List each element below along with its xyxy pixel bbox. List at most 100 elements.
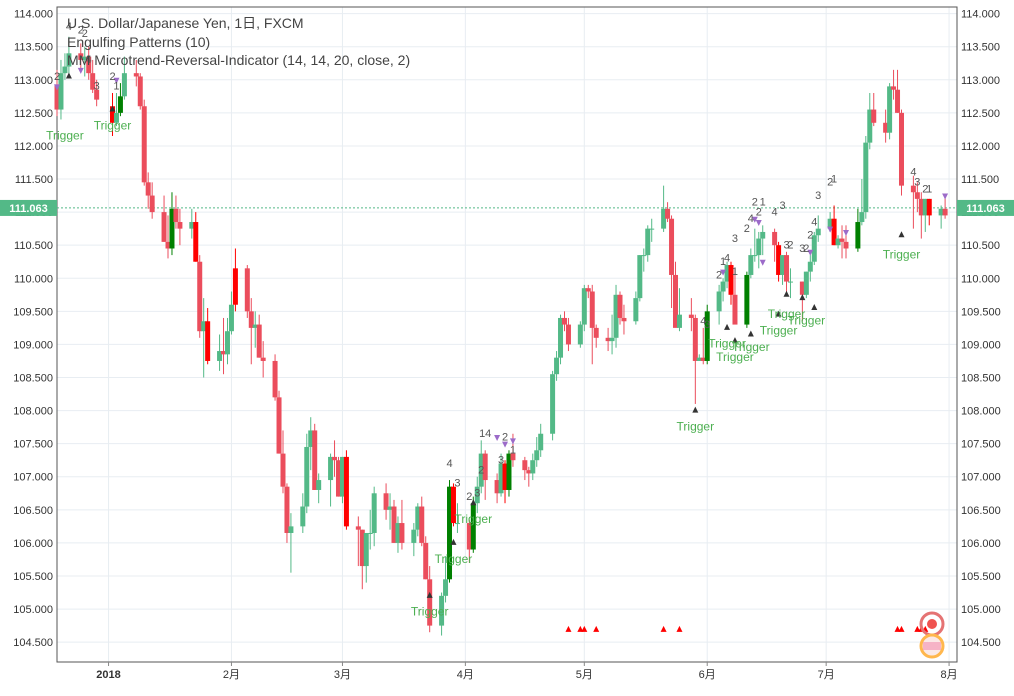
candle-body[interactable] xyxy=(149,195,155,213)
candle-body[interactable] xyxy=(121,73,127,97)
candle-body[interactable] xyxy=(613,294,619,338)
candle-body[interactable] xyxy=(78,53,84,60)
candle-body[interactable] xyxy=(173,208,179,223)
candle-body[interactable] xyxy=(328,456,334,481)
candle-body[interactable] xyxy=(391,506,397,543)
candle-body[interactable] xyxy=(807,261,813,272)
candle-body[interactable] xyxy=(343,456,349,527)
candle-body[interactable] xyxy=(641,255,647,257)
candle-body[interactable] xyxy=(728,265,734,295)
candle-body[interactable] xyxy=(839,238,845,242)
candle-body[interactable] xyxy=(803,271,809,295)
candle-body[interactable] xyxy=(221,351,227,355)
candle-body[interactable] xyxy=(224,331,230,355)
candle-body[interactable] xyxy=(645,228,651,256)
candle-body[interactable] xyxy=(772,231,778,246)
candle-body[interactable] xyxy=(704,311,710,361)
candle-body[interactable] xyxy=(272,360,278,398)
candle-body[interactable] xyxy=(910,185,916,193)
candle-body[interactable] xyxy=(883,122,889,133)
candle-body[interactable] xyxy=(58,73,64,110)
candle-body[interactable] xyxy=(339,456,345,497)
candle-body[interactable] xyxy=(288,526,294,533)
candle-body[interactable] xyxy=(284,486,290,533)
candle-body[interactable] xyxy=(474,486,480,504)
candle-body[interactable] xyxy=(859,212,865,223)
candle-body[interactable] xyxy=(673,274,679,328)
candle-body[interactable] xyxy=(482,453,488,481)
candle-body[interactable] xyxy=(696,357,702,361)
candle-body[interactable] xyxy=(565,324,571,345)
candle-body[interactable] xyxy=(411,529,417,543)
candle-body[interactable] xyxy=(276,397,282,454)
indicator-engulfing-label[interactable]: Engulfing Patterns (10) xyxy=(67,34,211,50)
candle-body[interactable] xyxy=(177,222,183,229)
candle-body[interactable] xyxy=(554,357,560,375)
candle-body[interactable] xyxy=(752,255,758,257)
candle-body[interactable] xyxy=(530,460,536,474)
candle-body[interactable] xyxy=(86,56,92,74)
indicator-microtrend-label[interactable]: MM Microtrend-Reversal-Indicator (14, 14… xyxy=(67,52,411,68)
candle-body[interactable] xyxy=(784,255,790,282)
candle-body[interactable] xyxy=(633,298,639,322)
candle-body[interactable] xyxy=(415,506,421,530)
candle-body[interactable] xyxy=(359,529,365,567)
candle-body[interactable] xyxy=(256,324,262,358)
candle-body[interactable] xyxy=(887,86,893,133)
candle-body[interactable] xyxy=(90,73,96,90)
candle-body[interactable] xyxy=(891,86,897,90)
candle-body[interactable] xyxy=(260,357,266,361)
candle-body[interactable] xyxy=(585,288,591,292)
candle-body[interactable] xyxy=(835,238,841,246)
candle-body[interactable] xyxy=(228,304,234,332)
candle-body[interactable] xyxy=(312,430,318,490)
candle-body[interactable] xyxy=(244,268,250,312)
candle-body[interactable] xyxy=(581,288,587,325)
candle-body[interactable] xyxy=(688,314,694,318)
candle-body[interactable] xyxy=(665,208,671,219)
candle-body[interactable] xyxy=(363,532,369,567)
candle-body[interactable] xyxy=(423,542,429,580)
candle-body[interactable] xyxy=(367,532,373,534)
candle-body[interactable] xyxy=(395,523,401,543)
candle-body[interactable] xyxy=(193,222,199,262)
candle-body[interactable] xyxy=(895,89,901,113)
candle-body[interactable] xyxy=(217,351,223,361)
candle-body[interactable] xyxy=(94,89,100,100)
candle-body[interactable] xyxy=(617,294,623,318)
candle-body[interactable] xyxy=(732,294,738,325)
candle-body[interactable] xyxy=(466,523,472,550)
candle-body[interactable] xyxy=(867,109,873,143)
candle-body[interactable] xyxy=(871,109,877,123)
candle-body[interactable] xyxy=(811,235,817,262)
candle-body[interactable] xyxy=(506,453,512,490)
candle-body[interactable] xyxy=(454,523,460,525)
candle-body[interactable] xyxy=(561,317,567,325)
candle-body[interactable] xyxy=(498,463,504,494)
candle-body[interactable] xyxy=(335,460,341,497)
candle-body[interactable] xyxy=(538,433,544,451)
candle-body[interactable] xyxy=(843,241,849,249)
candle-body[interactable] xyxy=(609,337,615,342)
candle-body[interactable] xyxy=(926,198,932,216)
candle-body[interactable] xyxy=(387,506,393,510)
candle-body[interactable] xyxy=(787,281,793,283)
candle-body[interactable] xyxy=(669,218,675,275)
broker-badge-icon[interactable] xyxy=(918,610,958,660)
candle-body[interactable] xyxy=(165,241,171,249)
candle-body[interactable] xyxy=(589,291,595,328)
candle-body[interactable] xyxy=(478,453,484,487)
candle-body[interactable] xyxy=(776,245,782,275)
candle-body[interactable] xyxy=(649,228,655,230)
candle-body[interactable] xyxy=(922,198,928,216)
candles[interactable] xyxy=(54,36,948,636)
candle-body[interactable] xyxy=(383,493,389,510)
candle-body[interactable] xyxy=(399,523,405,543)
candle-body[interactable] xyxy=(720,281,726,292)
candle-body[interactable] xyxy=(161,212,167,242)
candle-body[interactable] xyxy=(189,222,195,229)
candle-body[interactable] xyxy=(621,317,627,322)
candle-body[interactable] xyxy=(133,73,139,77)
candle-body[interactable] xyxy=(316,480,322,490)
